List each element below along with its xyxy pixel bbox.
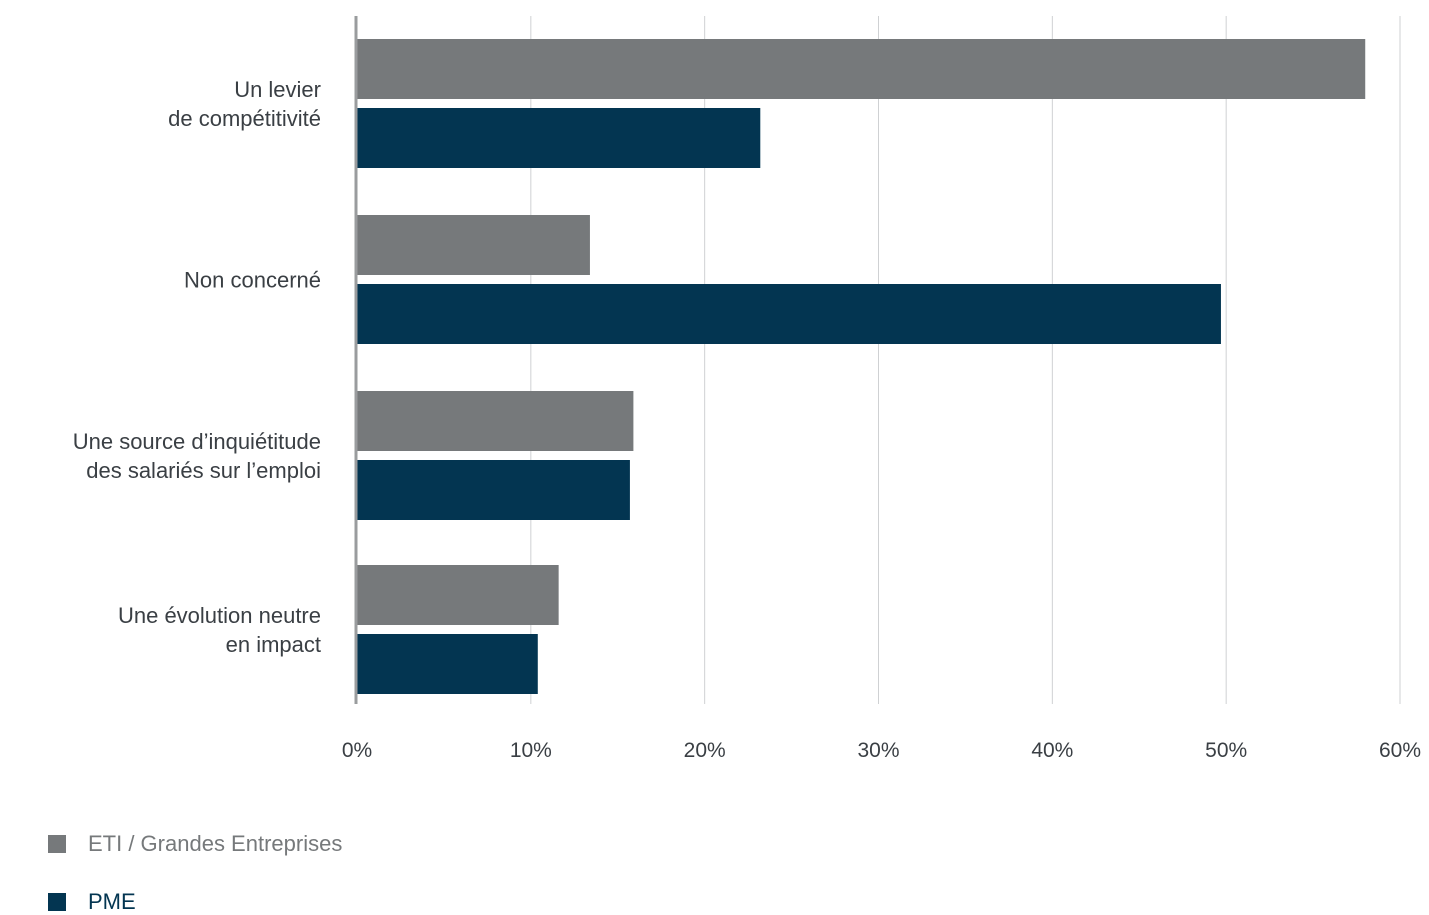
bar-pme — [357, 108, 761, 168]
category-labels: Un levier de compétitivité Non concerné Une… — [73, 77, 321, 657]
x-tick-labels: 0% 10% 20% 30% 40% 50% 60% — [342, 739, 1421, 762]
x-tick-label: 10% — [510, 739, 552, 762]
category-label-line: Une source d’inquiétitude — [73, 429, 321, 454]
category-label-line: de compétitivité — [168, 106, 321, 131]
x-tick-label: 40% — [1031, 739, 1073, 762]
legend-label-pme: PME — [88, 889, 136, 914]
x-tick-label: 30% — [857, 739, 899, 762]
bar-pme — [357, 284, 1221, 344]
bar-eti — [357, 565, 559, 625]
legend-item-pme: PME — [48, 889, 136, 915]
bar-eti — [357, 391, 634, 451]
category-label: Une source d’inquiétitude des salariés su… — [73, 429, 321, 483]
category-label-line: Non concerné — [184, 268, 321, 293]
bar-pme — [357, 460, 630, 520]
x-tick-label: 60% — [1379, 739, 1421, 762]
x-tick-label: 0% — [342, 739, 372, 762]
bar-eti — [357, 39, 1366, 99]
legend-label-eti: ETI / Grandes Entreprises — [88, 831, 343, 856]
bars — [357, 39, 1366, 694]
category-label-line: en impact — [226, 632, 321, 657]
legend-swatch-eti — [48, 835, 66, 853]
bar-chart: Un levier de compétitivité Non concerné Une… — [73, 16, 1421, 762]
category-label: Un levier de compétitivité — [168, 77, 321, 131]
legend-item-eti: ETI / Grandes Entreprises — [48, 831, 342, 857]
x-tick-label: 50% — [1205, 739, 1247, 762]
bar-pme — [357, 634, 538, 694]
category-label: Non concerné — [184, 268, 321, 293]
bar-eti — [357, 215, 590, 275]
category-label-line: des salariés sur l’emploi — [86, 458, 321, 483]
legend-swatch-pme — [48, 893, 66, 911]
category-label: Une évolution neutre en impact — [118, 603, 321, 657]
x-tick-label: 20% — [684, 739, 726, 762]
category-label-line: Un levier — [234, 77, 321, 102]
category-label-line: Une évolution neutre — [118, 603, 321, 628]
